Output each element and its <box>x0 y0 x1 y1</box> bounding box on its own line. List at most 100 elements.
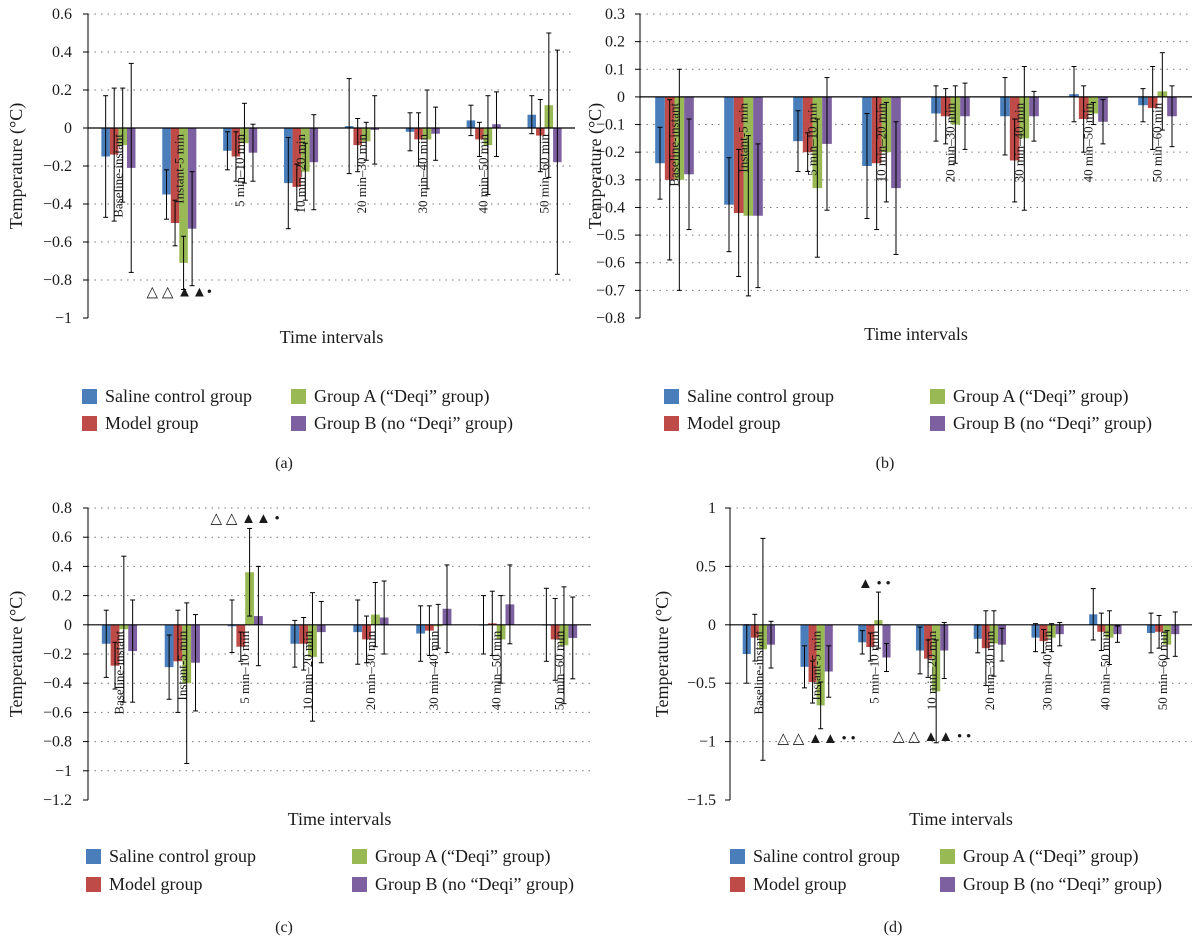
legend-swatch <box>82 416 97 431</box>
category-label: Baseline-instant <box>110 134 125 218</box>
y-tick-label: −0.8 <box>43 272 72 289</box>
category-label: 10 min–20 min <box>924 630 939 710</box>
legend-label: Saline control group <box>687 386 834 406</box>
y-tick-label: 0.3 <box>605 6 625 23</box>
y-tick-label: −0.5 <box>596 227 625 244</box>
category-label: 50 min–60 min <box>537 134 552 214</box>
category-label: Instant-5 min <box>736 102 751 172</box>
legend-swatch <box>664 389 679 404</box>
x-axis-title: Time intervals <box>280 327 384 347</box>
y-tick-label: −0.6 <box>596 255 625 272</box>
panel-label: (b) <box>876 455 895 472</box>
category-label: 40 min–50 min <box>1081 102 1096 182</box>
legend-label: Group A (“Deqi” group) <box>314 386 489 407</box>
category-label: 50 min–60 min <box>1150 102 1165 182</box>
category-label: 10 min–20 min <box>293 134 308 214</box>
bar <box>816 624 825 706</box>
legend-swatch <box>352 877 367 892</box>
bar <box>724 96 734 205</box>
y-tick-label: −0.4 <box>43 675 72 692</box>
legend-label: Group B (no “Deqi” group) <box>953 413 1152 434</box>
y-tick-label: −1 <box>699 734 716 751</box>
legend-swatch <box>730 877 745 892</box>
legend-swatch <box>730 849 745 864</box>
y-tick-label: −0.6 <box>43 704 72 721</box>
legend-swatch <box>86 877 101 892</box>
legend-label: Model group <box>687 413 781 433</box>
legend-swatch <box>930 389 945 404</box>
category-label: 30 min–40 min <box>426 630 441 710</box>
significance-marker: ▲ • • <box>858 576 891 592</box>
legend-label: Saline control group <box>109 846 256 866</box>
category-label: 40 min–50 min <box>489 630 504 710</box>
bar <box>292 128 302 187</box>
x-axis-title: Time intervals <box>864 324 968 344</box>
category-label: Baseline-instant <box>751 630 766 714</box>
category-label: 5 min–10 min <box>237 630 252 703</box>
y-tick-label: −0.8 <box>596 310 625 327</box>
legend-swatch <box>291 389 306 404</box>
category-label: Baseline-instant <box>111 630 126 714</box>
panel-label: (c) <box>275 919 293 936</box>
bar <box>882 624 891 658</box>
y-tick-label: 0 <box>708 617 716 634</box>
significance-marker: △ △ ▲▲ • • <box>777 731 855 747</box>
y-tick-label: −0.6 <box>43 234 72 251</box>
chart-panel-a: −1 −0.8 −0.6 −0.4 −0.2 0 0.2 0.4 0.6 Baseline-ins… <box>6 6 575 472</box>
category-label: 30 min–40 min <box>1012 102 1027 182</box>
legend-label: Saline control group <box>105 386 252 406</box>
legend-label: Group B (no “Deqi” group) <box>375 874 574 895</box>
category-label: 5 min–10 min <box>232 134 247 207</box>
bar <box>170 128 180 223</box>
legend-swatch <box>664 416 679 431</box>
category-label: 30 min–40 min <box>415 134 430 214</box>
y-tick-label: 0.8 <box>52 500 72 517</box>
category-label: 10 min–20 min <box>874 102 889 182</box>
legend-swatch <box>82 389 97 404</box>
y-tick-label: −0.2 <box>43 158 72 175</box>
y-tick-label: −1 <box>55 763 72 780</box>
category-label: 40 min–50 min <box>1097 630 1112 710</box>
y-tick-label: −1 <box>55 310 72 327</box>
category-label: 40 min–50 min <box>476 134 491 214</box>
y-tick-label: 0 <box>64 617 72 634</box>
bar <box>802 96 813 153</box>
category-label: 50 min–60 min <box>1155 630 1170 710</box>
legend-label: Model group <box>753 874 847 894</box>
y-tick-label: 0 <box>617 89 625 106</box>
category-label: 20 min–30 min <box>363 630 378 710</box>
y-tick-label: −1.2 <box>43 792 72 809</box>
category-label: 20 min–30 min <box>982 630 997 710</box>
category-label: 5 min–10 min <box>866 630 881 703</box>
legend-swatch <box>940 877 955 892</box>
y-tick-label: 1 <box>708 500 716 517</box>
legend-swatch <box>291 416 306 431</box>
chart-panel-d: −1.5 −1 −0.5 0 0.5 1 Baseline-instant Instant-5… <box>652 500 1192 936</box>
legend-swatch <box>940 849 955 864</box>
chart-panel-c: −1.2 −1 −0.8 −0.6 −0.4 −0.2 0 0.2 0.4 0.6 0.8 Basel… <box>6 500 591 936</box>
category-label: Instant-5 min <box>171 134 186 204</box>
bar <box>179 128 188 263</box>
y-tick-label: 0.5 <box>696 558 716 575</box>
y-tick-label: 0.1 <box>605 61 625 78</box>
category-label: 5 min–10 min <box>805 102 820 175</box>
category-label: Instant-5 min <box>809 630 824 700</box>
legend-label: Model group <box>105 413 199 433</box>
y-axis-title: Temperature (°C) <box>6 591 27 717</box>
y-tick-label: −0.1 <box>596 117 625 134</box>
legend-label: Group A (“Deqi” group) <box>963 846 1138 867</box>
y-axis-title: Temperature (°C) <box>6 103 27 229</box>
panel-label: (a) <box>275 455 293 472</box>
category-label: Instant-5 min <box>174 630 189 700</box>
y-tick-label: 0.4 <box>52 44 72 61</box>
x-axis-title: Time intervals <box>909 809 1013 829</box>
y-tick-label: −0.5 <box>687 675 716 692</box>
y-tick-label: 0.6 <box>52 529 72 546</box>
y-tick-label: 0.2 <box>52 588 72 605</box>
category-label: 50 min–60 min <box>552 630 567 710</box>
category-label: Baseline-instant <box>667 103 682 187</box>
legend-label: Saline control group <box>753 846 900 866</box>
legend-swatch <box>930 416 945 431</box>
